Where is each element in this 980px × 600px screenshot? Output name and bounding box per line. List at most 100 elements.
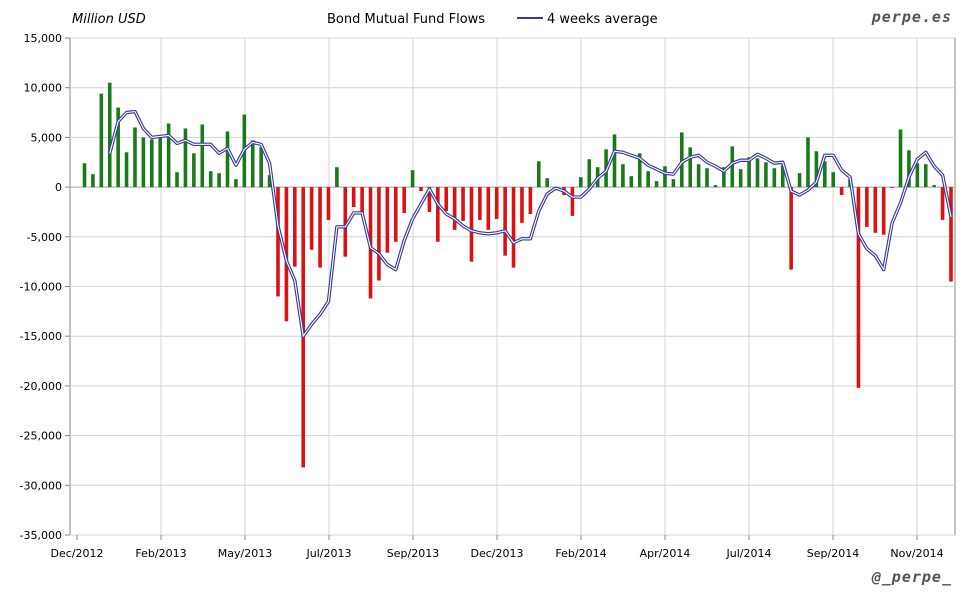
flow-bar — [755, 158, 760, 188]
y-tick-label: 15,000 — [24, 32, 63, 45]
flow-bar — [637, 153, 642, 188]
flow-bar — [696, 164, 701, 188]
flow-bar — [377, 187, 381, 281]
flow-bar — [166, 123, 171, 188]
flow-bar — [688, 147, 693, 188]
average-line — [109, 111, 952, 337]
x-axis-ticks: Dec/2012 Feb/2013 May/2013 Jul/2013 Sep/2013… — [51, 535, 944, 560]
flow-bar — [427, 187, 432, 212]
flow-bar — [890, 187, 894, 189]
flow-bar — [629, 176, 634, 188]
flow-bar — [839, 187, 844, 196]
flow-bar — [267, 175, 272, 188]
flow-bar — [309, 187, 314, 250]
flow-bar — [461, 187, 465, 221]
flow-bar — [789, 187, 793, 270]
flow-bar — [621, 164, 625, 188]
flow-bar — [116, 107, 120, 188]
flow-bar — [881, 187, 886, 235]
flow-bar — [579, 177, 583, 188]
flow-bar — [738, 169, 743, 188]
flow-bar — [343, 187, 348, 257]
flow-bar — [663, 166, 667, 188]
y-axis-ticks: 15,000 10,000 5,000 0 -5,000 -10,000 -15,000 -2… — [20, 32, 70, 542]
flow-bar — [99, 93, 104, 188]
y-tick-label: 10,000 — [24, 82, 63, 95]
brand-label: perpe.es — [871, 8, 952, 26]
flow-bar — [393, 187, 398, 242]
x-tick-label: Jul/2014 — [726, 547, 772, 560]
handle-label: @_perpe_ — [871, 568, 952, 586]
flow-bar — [730, 146, 735, 188]
flow-bar — [452, 187, 457, 230]
flow-bar — [326, 187, 331, 220]
average-line-group — [108, 109, 953, 338]
flow-bar — [436, 187, 440, 242]
flow-bar — [158, 135, 163, 188]
flow-bar — [478, 187, 482, 220]
flow-bar — [91, 174, 95, 188]
flow-bar — [747, 157, 751, 188]
flow-bar — [503, 187, 507, 256]
y-tick-label: -25,000 — [20, 430, 62, 443]
flow-bar — [831, 172, 836, 188]
flow-bar — [856, 187, 861, 388]
flow-bar — [536, 161, 541, 188]
x-tick-label: May/2013 — [218, 547, 272, 560]
flow-bar — [494, 187, 499, 219]
flow-bar — [949, 187, 953, 282]
flow-bar — [276, 187, 280, 297]
y-tick-label: -10,000 — [20, 281, 62, 294]
flow-bar — [124, 152, 129, 188]
x-tick-label: Nov/2014 — [890, 547, 943, 560]
flow-bar — [486, 187, 491, 230]
x-tick-label: Dec/2012 — [51, 547, 104, 560]
flow-bar — [511, 187, 516, 268]
flow-bar — [865, 187, 869, 227]
flow-bar — [444, 187, 449, 211]
flow-bar — [183, 128, 188, 188]
flow-bar — [234, 179, 238, 188]
flow-bar — [225, 131, 230, 188]
y-tick-label: -15,000 — [20, 330, 62, 343]
flow-bar — [646, 171, 650, 188]
flow-bar — [528, 187, 533, 214]
x-tick-label: Feb/2014 — [555, 547, 606, 560]
flow-bar — [814, 151, 819, 188]
flow-bar — [907, 150, 911, 188]
flow-bar — [351, 187, 356, 207]
flow-bar — [713, 185, 718, 188]
flow-bar — [250, 140, 255, 188]
legend-average-label: 4 weeks average — [547, 12, 658, 27]
flow-bar — [410, 170, 415, 188]
flow-bar — [780, 165, 785, 188]
flow-bar — [469, 187, 474, 262]
flow-bar — [680, 132, 684, 188]
flow-bar — [107, 82, 112, 188]
flow-bar — [520, 187, 524, 223]
flow-bar — [671, 179, 676, 188]
x-tick-label: Jul/2013 — [306, 547, 352, 560]
gridlines — [70, 37, 955, 536]
y-tick-label: 0 — [55, 181, 62, 194]
x-tick-label: Sep/2013 — [387, 547, 439, 560]
flow-bar — [259, 147, 263, 188]
flow-bar — [797, 173, 802, 188]
flow-bar — [192, 153, 196, 188]
flow-bar — [764, 162, 768, 188]
y-tick-label: -35,000 — [20, 529, 62, 542]
flow-bar — [570, 187, 575, 216]
flow-bar — [932, 185, 936, 188]
flow-bar — [208, 171, 213, 188]
flow-bar — [217, 173, 221, 188]
units-label: Million USD — [72, 12, 146, 27]
x-tick-label: Feb/2013 — [135, 547, 186, 560]
flow-bar — [82, 163, 87, 188]
flow-bar — [772, 168, 777, 188]
x-tick-label: Sep/2014 — [807, 547, 859, 560]
flow-bar — [141, 137, 146, 188]
y-tick-label: -5,000 — [27, 231, 62, 244]
flow-bar — [654, 181, 659, 188]
chart-title: Bond Mutual Fund Flows — [327, 12, 485, 27]
